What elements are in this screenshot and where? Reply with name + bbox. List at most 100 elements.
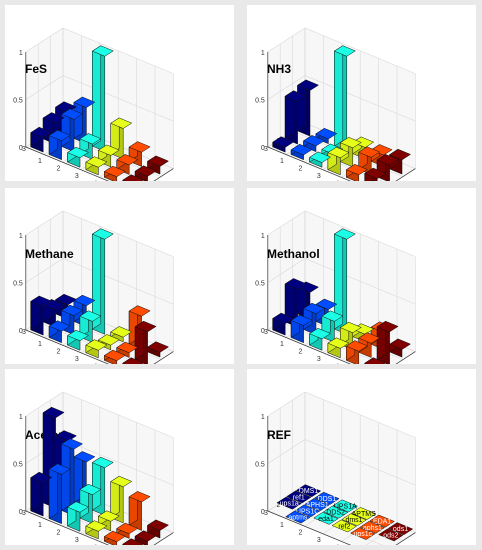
- chart-svg: 00.51123123456FeS: [13, 27, 174, 181]
- bar: [346, 340, 368, 364]
- z-tick-label: 0: [19, 145, 23, 152]
- bar: [290, 314, 313, 343]
- bar: [134, 165, 157, 181]
- z-tick-label: 1: [261, 414, 265, 421]
- col-tick-label: 3: [75, 356, 79, 363]
- row-tick-label: 3: [22, 510, 26, 517]
- label-tile: ref2: [331, 519, 358, 533]
- chart-title: FeS: [25, 62, 47, 76]
- z-tick-label: 1: [19, 414, 23, 421]
- bar: [61, 438, 83, 516]
- label-tile: DDS2: [322, 505, 349, 519]
- chart-panel-methane: 00.51123123456Methane: [5, 188, 234, 364]
- z-tick-label: 1: [261, 233, 265, 240]
- tile-label: APHS1: [306, 502, 329, 509]
- bar: [104, 349, 126, 364]
- label-tile: APHS1: [304, 498, 330, 511]
- tile-label: DDS2: [326, 510, 345, 517]
- bar: [376, 320, 399, 364]
- bar: [122, 174, 144, 181]
- chart-title: Methanol: [267, 247, 320, 261]
- tile-label: UPS1A: [334, 503, 357, 510]
- z-tick-label: 0.5: [255, 98, 265, 105]
- bar: [110, 117, 132, 160]
- bar: [92, 228, 114, 335]
- chart-title: NH3: [267, 62, 291, 76]
- bar: [116, 341, 138, 358]
- bars: [272, 228, 411, 364]
- z-tick-label: 0.5: [13, 98, 23, 105]
- bar: [303, 135, 325, 152]
- bar: [85, 156, 108, 176]
- label-tile: eda1: [313, 512, 339, 525]
- chart-svg: 00.51123123456REFods1EDA1ods2APTMSaphs1U…: [255, 391, 416, 545]
- z-tick-label: 0: [19, 328, 23, 335]
- z-tick-label: 1: [261, 50, 265, 57]
- bar: [48, 129, 71, 160]
- col-tick-label: 2: [56, 529, 60, 536]
- col-tick-label: 3: [317, 356, 321, 363]
- tile-label: UPS1C: [296, 508, 319, 515]
- bar: [340, 137, 362, 168]
- bar: [364, 167, 386, 181]
- col-tick-label: 3: [317, 537, 321, 544]
- tile-label: DMS1: [299, 488, 319, 495]
- label-tile: EDA1: [369, 514, 395, 528]
- bar: [272, 136, 294, 153]
- tile-label: ref2: [338, 524, 350, 531]
- col-tick-label: 2: [56, 348, 60, 355]
- col-tick-label: 1: [38, 341, 42, 348]
- bar: [30, 126, 52, 153]
- col-tick-label: 3: [75, 537, 79, 544]
- tile-label: ods1: [393, 526, 408, 533]
- z-tick-label: 0.5: [13, 281, 23, 288]
- z-tick-label: 0: [261, 145, 265, 152]
- tile-label: ref1: [293, 494, 305, 501]
- col-tick-label: 1: [280, 158, 284, 165]
- chart-panel-methanol: 00.51123123456Methanol: [247, 188, 476, 364]
- tile-label: ups1a: [280, 501, 299, 508]
- bar: [98, 510, 120, 532]
- tile-label: EDA1: [373, 519, 391, 526]
- label-tile: ref1: [286, 490, 312, 504]
- bar: [364, 357, 386, 364]
- chart-title: REF: [267, 428, 291, 442]
- bar: [309, 328, 331, 351]
- z-tick-label: 1: [19, 233, 23, 240]
- z-tick-label: 0: [261, 509, 265, 516]
- tile-label: dms1: [345, 517, 362, 524]
- bar: [98, 144, 120, 168]
- bar: [116, 522, 138, 539]
- bar: [327, 337, 350, 359]
- z-tick-label: 0.5: [255, 462, 265, 469]
- bars: [30, 406, 169, 545]
- bar: [30, 471, 52, 517]
- col-tick-label: 2: [56, 165, 60, 172]
- chart-panel-fes: 00.51123123456FeS: [5, 5, 234, 181]
- bar: [30, 295, 52, 336]
- label-tile: ods1: [387, 522, 414, 536]
- col-tick-label: 1: [38, 522, 42, 529]
- row-tick-label: 3: [22, 146, 26, 153]
- bar: [134, 320, 157, 364]
- bars: [30, 228, 169, 364]
- label-tile: ups1c: [350, 527, 376, 540]
- bar: [67, 146, 89, 168]
- col-tick-label: 1: [280, 522, 284, 529]
- chart-svg: 00.51123123456Methanol: [255, 210, 416, 364]
- label-tile: aptms: [285, 510, 311, 524]
- tile-label: ups1c: [353, 531, 372, 538]
- tile-label: APTMS: [352, 511, 376, 518]
- bar: [122, 357, 144, 364]
- col-tick-label: 2: [298, 348, 302, 355]
- bar: [389, 338, 411, 358]
- tile-label: ods2: [383, 532, 398, 539]
- col-tick-label: 2: [298, 165, 302, 172]
- bar: [67, 501, 89, 532]
- z-tick-label: 0.5: [255, 281, 265, 288]
- label-tile: ods2: [378, 528, 404, 542]
- z-tick-label: 0: [19, 509, 23, 516]
- bar: [290, 144, 313, 160]
